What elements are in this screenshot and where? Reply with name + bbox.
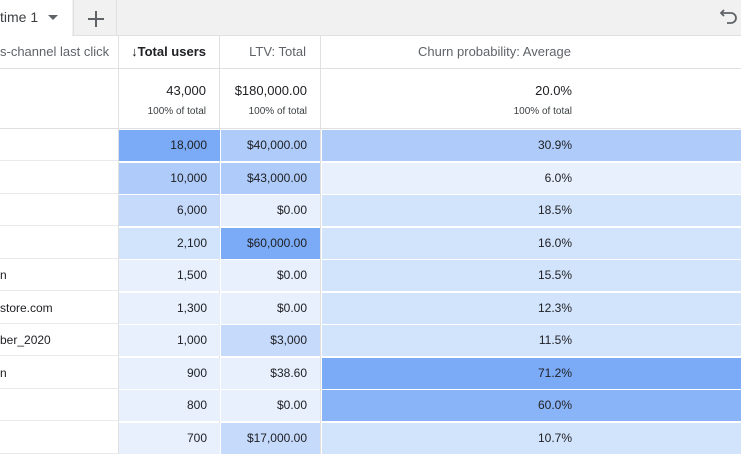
column-divider [320, 36, 321, 454]
add-tab-button[interactable] [73, 0, 117, 36]
churn-cell: 12.3% [322, 292, 741, 324]
column-header-dimension[interactable]: s-channel last click [0, 44, 110, 59]
total-users-cell: 6,000 [119, 195, 220, 226]
total-users-cell: 2,100 [119, 227, 220, 259]
total-percent: 100% of total [513, 106, 572, 117]
churn-cell: 71.2% [322, 357, 741, 389]
undo-button[interactable] [718, 4, 740, 26]
plus-icon [88, 11, 104, 27]
table-row[interactable]: n 900 $38.60 71.2% [0, 357, 741, 389]
column-header-ltv[interactable]: LTV: Total [249, 44, 306, 59]
total-value: 20.0% [535, 83, 572, 98]
table-row[interactable]: 18,000 $40,000.00 30.9% [0, 129, 741, 161]
total-value: $180,000.00 [234, 83, 307, 98]
totals-row: 43,000 100% of total $180,000.00 100% of… [0, 69, 741, 129]
table-row[interactable]: 6,000 $0.00 18.5% [0, 194, 741, 226]
churn-cell: 6.0% [322, 162, 741, 194]
ltv-total: $180,000.00 100% of total [220, 69, 321, 128]
total-users-cell: 800 [119, 390, 220, 421]
ltv-cell: $43,000.00 [221, 162, 320, 194]
dimension-cell: ber_2020 [0, 324, 118, 356]
undo-icon [719, 9, 737, 24]
total-percent: 100% of total [147, 106, 206, 117]
churn-cell: 11.5% [322, 325, 741, 356]
total-users-cell: 900 [119, 357, 220, 389]
dimension-cell: n [0, 259, 118, 291]
dimension-cell: n [0, 357, 118, 389]
total-users-cell: 1,300 [119, 292, 220, 324]
total-users-cell: 10,000 [119, 162, 220, 194]
total-users-total: 43,000 100% of total [119, 69, 220, 128]
churn-total: 20.0% 100% of total [321, 69, 741, 128]
dimension-cell [0, 162, 118, 194]
ltv-cell: $40,000.00 [221, 130, 320, 161]
table-row[interactable]: 700 $17,000.00 10.7% [0, 422, 741, 454]
column-header-total-users[interactable]: ↓Total users [131, 44, 206, 59]
total-users-cell: 700 [119, 422, 220, 454]
table-row[interactable]: 800 $0.00 60.0% [0, 389, 741, 421]
dimension-cell [0, 422, 118, 454]
dimension-cell [0, 129, 118, 161]
ltv-cell: $3,000 [221, 325, 320, 356]
dimension-cell [0, 194, 118, 226]
dimension-cell: store.com [0, 292, 118, 324]
tab-label: time 1 [0, 9, 39, 25]
table-row[interactable]: n 1,500 $0.00 15.5% [0, 259, 741, 291]
ltv-cell: $17,000.00 [221, 422, 320, 454]
ltv-cell: $0.00 [221, 260, 320, 291]
ltv-cell: $0.00 [221, 390, 320, 421]
table-row[interactable]: 2,100 $60,000.00 16.0% [0, 227, 741, 259]
tab-bar: time 1 [0, 0, 741, 36]
total-users-cell: 1,000 [119, 325, 220, 356]
table-header: s-channel last click ↓Total users LTV: T… [0, 36, 741, 69]
ltv-cell: $0.00 [221, 292, 320, 324]
column-header-churn[interactable]: Churn probability: Average [418, 44, 571, 59]
churn-cell: 10.7% [322, 422, 741, 454]
chevron-down-icon[interactable] [48, 15, 58, 20]
table-row[interactable]: 10,000 $43,000.00 6.0% [0, 162, 741, 194]
dimension-cell [0, 227, 118, 259]
churn-cell: 16.0% [322, 227, 741, 259]
total-users-cell: 1,500 [119, 260, 220, 291]
churn-cell: 15.5% [322, 260, 741, 291]
total-value: 43,000 [166, 83, 206, 98]
churn-cell: 60.0% [322, 390, 741, 421]
total-percent: 100% of total [248, 106, 307, 117]
ltv-cell: $60,000.00 [221, 227, 320, 259]
tab-exploration[interactable]: time 1 [0, 0, 72, 36]
ltv-cell: $38.60 [221, 357, 320, 389]
table-row[interactable]: ber_2020 1,000 $3,000 11.5% [0, 324, 741, 356]
churn-cell: 30.9% [322, 130, 741, 161]
table-row[interactable]: store.com 1,300 $0.00 12.3% [0, 292, 741, 324]
total-users-cell: 18,000 [119, 130, 220, 161]
dimension-cell [0, 389, 118, 421]
column-divider [118, 36, 119, 454]
ltv-cell: $0.00 [221, 195, 320, 226]
churn-cell: 18.5% [322, 195, 741, 226]
